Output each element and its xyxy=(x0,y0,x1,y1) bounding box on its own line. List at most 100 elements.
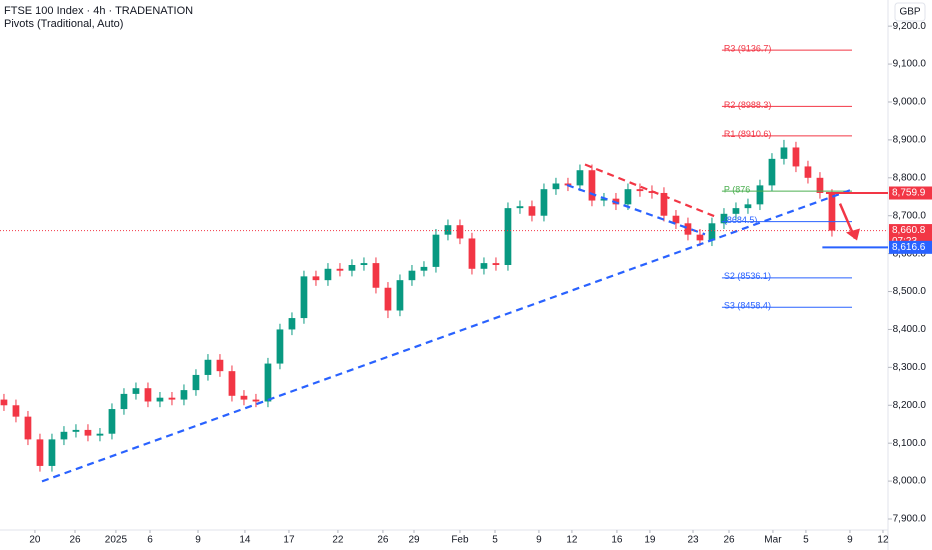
candle-body xyxy=(708,223,716,241)
pivot-label: R3 (9136.7) xyxy=(724,44,772,54)
x-tick-label: 26 xyxy=(69,535,81,546)
price-label-box xyxy=(889,186,932,200)
x-tick-label: 14 xyxy=(239,535,251,546)
candle-body xyxy=(156,397,164,402)
x-tick-label: 16 xyxy=(611,535,623,546)
candle-body xyxy=(384,287,392,311)
candle-body xyxy=(444,225,452,235)
candle-body xyxy=(96,433,104,436)
arrow-head xyxy=(846,228,860,241)
candle-body xyxy=(492,263,500,265)
candle-body xyxy=(120,393,128,410)
candle-body xyxy=(756,185,764,205)
pivot-label: S3 (8458.4) xyxy=(724,301,771,311)
pivot-label: S2 (8536.1) xyxy=(724,271,771,281)
x-tick-label: 19 xyxy=(644,535,656,546)
candle-body xyxy=(348,265,356,271)
currency[interactable]: GBP xyxy=(899,7,920,18)
candle-body xyxy=(636,189,644,192)
y-tick-label: 8,500.0 xyxy=(893,286,927,297)
x-tick-label: Mar xyxy=(764,535,782,546)
candle-body xyxy=(180,390,188,400)
candle-body xyxy=(396,280,404,311)
x-tick-label: 17 xyxy=(283,535,295,546)
candle-body xyxy=(528,206,536,216)
x-tick-label: 6 xyxy=(147,535,153,546)
x-tick-label: 23 xyxy=(687,535,699,546)
candle-body xyxy=(804,166,812,178)
candle-body xyxy=(732,208,740,214)
candle-body xyxy=(504,208,512,265)
x-tick-label: 12 xyxy=(877,535,889,546)
candle-body xyxy=(60,431,68,440)
price-label: 8,616.6 xyxy=(892,242,926,253)
y-tick-label: 8,300.0 xyxy=(893,362,927,373)
y-tick-label: 8,200.0 xyxy=(893,400,927,411)
candle-body xyxy=(696,234,704,241)
candle-body xyxy=(720,213,728,224)
candle-body xyxy=(288,318,296,330)
candle-body xyxy=(456,225,464,239)
candle-body xyxy=(600,198,608,201)
x-tick-label: 20 xyxy=(29,535,41,546)
pivot-label: P (876 xyxy=(724,184,750,194)
candle-body xyxy=(48,439,56,466)
y-tick-label: 8,800.0 xyxy=(893,172,927,183)
candle-body xyxy=(0,399,8,406)
y-tick-label: 8,400.0 xyxy=(893,324,927,335)
candle-body xyxy=(576,170,584,186)
candle-body xyxy=(36,439,44,466)
candle-body xyxy=(780,147,788,159)
candle-body xyxy=(468,238,476,269)
candle-body xyxy=(360,263,368,265)
y-tick-label: 8,700.0 xyxy=(893,210,927,221)
candle-body xyxy=(108,409,116,434)
candle-body xyxy=(72,429,80,432)
y-tick-label: 8,000.0 xyxy=(893,476,927,487)
x-tick-label: 5 xyxy=(803,535,809,546)
x-tick-label: 9 xyxy=(536,535,542,546)
y-tick-label: 7,900.0 xyxy=(893,514,927,525)
x-tick-label: 12 xyxy=(566,535,578,546)
candle-body xyxy=(12,405,20,417)
candle-body xyxy=(540,189,548,216)
candle-body xyxy=(816,177,824,193)
price-label-box xyxy=(889,240,932,254)
currency-box[interactable] xyxy=(894,2,926,22)
candle-body xyxy=(24,416,32,440)
candle-body xyxy=(168,397,176,400)
candle-body xyxy=(312,276,320,281)
candle-body xyxy=(408,270,416,281)
pivot-label: (8684.5) xyxy=(724,215,758,225)
candle-body xyxy=(672,215,680,224)
chart-title: FTSE 100 Index · 4h · TRADENATION xyxy=(4,5,193,17)
x-tick-label: 2025 xyxy=(105,535,128,546)
candle-body xyxy=(792,147,800,167)
candle-body xyxy=(132,388,140,394)
y-tick-label: 8,900.0 xyxy=(893,135,927,146)
y-tick-label: 9,200.0 xyxy=(893,21,927,32)
candle-body xyxy=(588,170,596,201)
x-tick-label: 5 xyxy=(492,535,498,546)
candle-body xyxy=(660,192,668,216)
pivot-label: R1 (8910.6) xyxy=(724,129,772,139)
y-tick-label: 9,000.0 xyxy=(893,97,927,108)
candle-body xyxy=(624,189,632,205)
candle-body xyxy=(432,234,440,267)
candle-body xyxy=(240,395,248,400)
candle-body xyxy=(336,268,344,271)
price-label: 8,660.8 xyxy=(892,225,926,236)
pivot-label: R2 (8988.3) xyxy=(724,100,772,110)
candle-body xyxy=(516,206,524,209)
candle-body xyxy=(276,329,284,364)
candle-body xyxy=(264,363,272,402)
candle-body xyxy=(300,276,308,319)
x-tick-label: 9 xyxy=(195,535,201,546)
candle-body xyxy=(552,183,560,190)
y-tick-label: 8,100.0 xyxy=(893,438,927,449)
candle-body xyxy=(216,359,224,372)
candle-body xyxy=(252,399,260,402)
candle-body xyxy=(480,263,488,269)
candle-body xyxy=(204,359,212,375)
